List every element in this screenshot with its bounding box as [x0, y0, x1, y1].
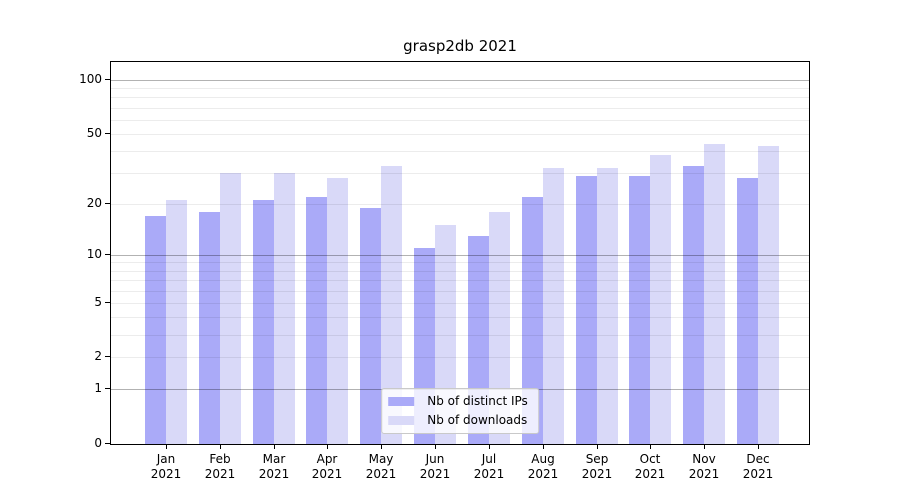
- plot-area: Nb of distinct IPs Nb of downloads: [110, 61, 810, 445]
- bar-downloads-jan-2021: [166, 200, 187, 444]
- gridline-7: [111, 280, 809, 281]
- x-tick-label-apr-2021: Apr 2021: [311, 452, 343, 481]
- y-tick-100: [105, 79, 110, 80]
- x-tick-jun-2021: [435, 445, 436, 449]
- gridline-10: [111, 255, 809, 256]
- x-tick-label-feb-2021: Feb 2021: [204, 452, 236, 481]
- gridline-60: [111, 120, 809, 121]
- x-tick-apr-2021: [327, 445, 328, 449]
- bar-distinct-ips-may-2021: [360, 208, 381, 444]
- bar-distinct-ips-dec-2021: [737, 178, 758, 444]
- y-tick-label-20: 20: [86, 196, 102, 210]
- y-tick-20: [105, 203, 110, 204]
- legend-label-distinct-ips: Nb of distinct IPs: [427, 394, 528, 408]
- x-tick-mar-2021: [274, 445, 275, 449]
- gridline-40: [111, 151, 809, 152]
- y-tick-10: [105, 254, 110, 255]
- bar-downloads-feb-2021: [220, 173, 241, 444]
- x-tick-label-oct-2021: Oct 2021: [634, 452, 666, 481]
- x-tick-jul-2021: [489, 445, 490, 449]
- x-tick-label-nov-2021: Nov 2021: [688, 452, 720, 481]
- legend-label-downloads: Nb of downloads: [427, 413, 528, 427]
- gridline-8: [111, 271, 809, 272]
- x-tick-may-2021: [381, 445, 382, 449]
- gridline-30: [111, 173, 809, 174]
- bar-downloads-aug-2021: [543, 168, 564, 444]
- chart-title: grasp2db 2021: [403, 37, 517, 55]
- legend: Nb of distinct IPs Nb of downloads: [381, 388, 539, 434]
- x-tick-label-jun-2021: Jun 2021: [419, 452, 451, 481]
- x-tick-sep-2021: [597, 445, 598, 449]
- bar-downloads-apr-2021: [327, 178, 348, 444]
- gridline-5: [111, 303, 809, 304]
- x-tick-label-aug-2021: Aug 2021: [527, 452, 559, 481]
- gridline-100: [111, 80, 809, 81]
- gridline-6: [111, 291, 809, 292]
- y-tick-label-50: 50: [86, 126, 102, 140]
- bar-distinct-ips-jan-2021: [145, 216, 166, 444]
- x-tick-dec-2021: [758, 445, 759, 449]
- gridline-90: [111, 88, 809, 89]
- gridline-3: [111, 335, 809, 336]
- x-tick-label-dec-2021: Dec 2021: [742, 452, 774, 481]
- y-tick-5: [105, 302, 110, 303]
- bar-distinct-ips-aug-2021: [522, 197, 543, 444]
- x-tick-label-jul-2021: Jul 2021: [473, 452, 505, 481]
- y-tick-2: [105, 356, 110, 357]
- gridline-20: [111, 204, 809, 205]
- y-tick-1: [105, 388, 110, 389]
- y-tick-0: [105, 443, 110, 444]
- legend-item-downloads: Nb of downloads: [388, 413, 528, 427]
- bar-downloads-sep-2021: [597, 168, 618, 444]
- gridline-50: [111, 134, 809, 135]
- bar-downloads-dec-2021: [758, 146, 779, 444]
- legend-item-distinct-ips: Nb of distinct IPs: [388, 394, 528, 408]
- x-tick-jan-2021: [166, 445, 167, 449]
- x-tick-label-mar-2021: Mar 2021: [258, 452, 290, 481]
- bar-downloads-nov-2021: [704, 144, 725, 444]
- gridline-2: [111, 357, 809, 358]
- y-tick-label-1: 1: [94, 381, 102, 395]
- x-tick-feb-2021: [220, 445, 221, 449]
- x-tick-oct-2021: [650, 445, 651, 449]
- gridline-4: [111, 317, 809, 318]
- bar-downloads-jul-2021: [489, 212, 510, 444]
- legend-swatch-downloads-icon: [388, 415, 415, 425]
- gridline-80: [111, 97, 809, 98]
- y-tick-label-100: 100: [79, 72, 102, 86]
- bar-downloads-may-2021: [381, 166, 402, 444]
- x-tick-aug-2021: [543, 445, 544, 449]
- x-tick-label-may-2021: May 2021: [365, 452, 397, 481]
- y-tick-label-5: 5: [94, 295, 102, 309]
- bar-distinct-ips-oct-2021: [629, 176, 650, 444]
- bar-distinct-ips-feb-2021: [199, 212, 220, 444]
- y-tick-label-2: 2: [94, 349, 102, 363]
- bar-downloads-oct-2021: [650, 155, 671, 444]
- x-tick-label-sep-2021: Sep 2021: [581, 452, 613, 481]
- bar-distinct-ips-nov-2021: [683, 166, 704, 444]
- bar-distinct-ips-sep-2021: [576, 176, 597, 444]
- legend-swatch-distinct-ips-icon: [388, 396, 415, 406]
- gridline-9: [111, 262, 809, 263]
- bar-distinct-ips-mar-2021: [253, 200, 274, 444]
- bar-downloads-mar-2021: [274, 173, 295, 444]
- gridline-70: [111, 108, 809, 109]
- x-tick-nov-2021: [704, 445, 705, 449]
- y-tick-label-0: 0: [94, 436, 102, 450]
- y-tick-label-10: 10: [86, 247, 102, 261]
- y-tick-50: [105, 133, 110, 134]
- x-tick-label-jan-2021: Jan 2021: [150, 452, 182, 481]
- bar-distinct-ips-apr-2021: [306, 197, 327, 444]
